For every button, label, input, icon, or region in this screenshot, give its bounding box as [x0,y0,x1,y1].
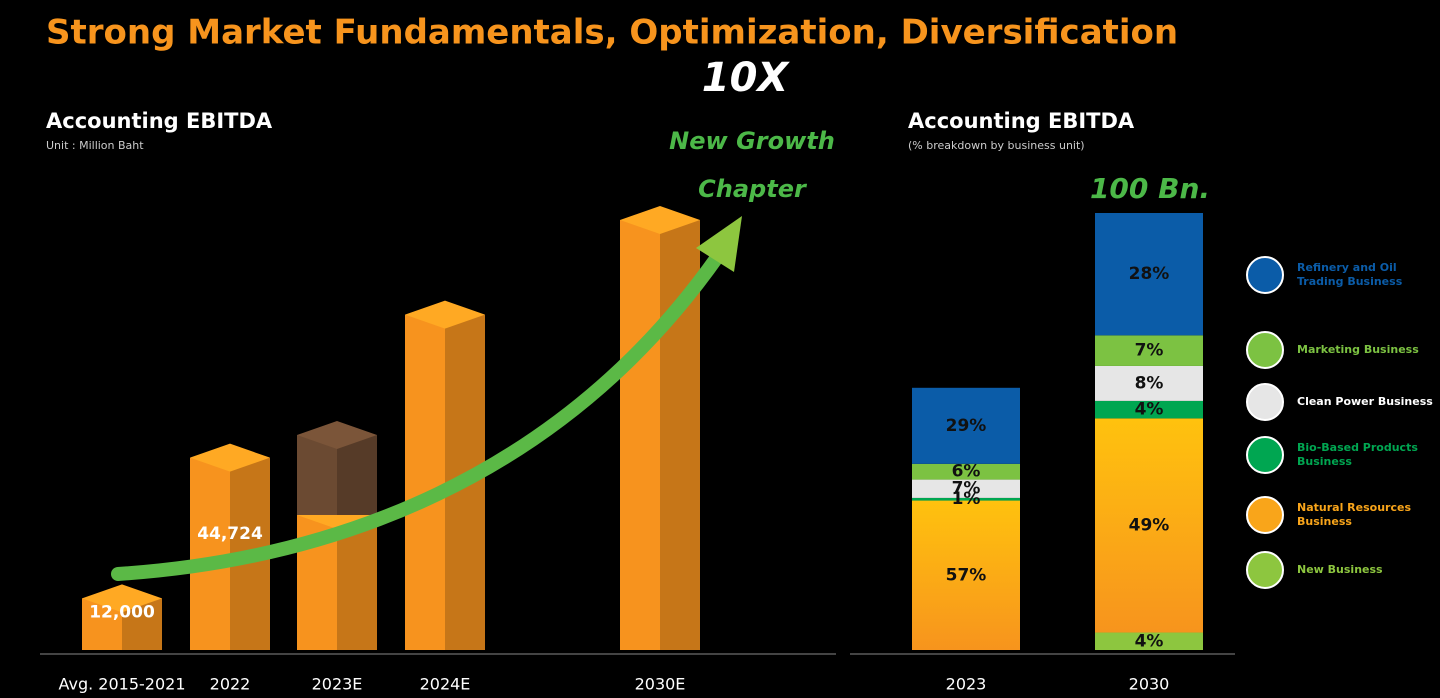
x-tick-label: 2023E [312,675,363,694]
segment [1095,335,1203,366]
bar [620,220,660,650]
annotation: 10X [702,55,791,101]
legend-icon [1246,436,1284,474]
legend-icon [1246,331,1284,369]
legend-label: Bio-Based Products Business [1297,441,1418,468]
bar-top [190,443,270,472]
value-label: 7% [952,479,981,499]
value-label: 44,724 [197,524,263,544]
value-label: 49% [1129,515,1170,535]
bar [190,457,230,650]
value-label: 29% [946,416,987,436]
value-label: 4% [1135,400,1164,420]
x-tick-label: 2022 [210,675,251,694]
legend-label: Refinery and Oil Trading Business [1297,261,1403,288]
left-title: Accounting EBITDA [46,109,273,133]
labels: Avg. 2015-2021 12,000 2022 44,724 2023E 2024E… [58,256,1433,694]
annotation: Chapter [698,175,808,203]
value-label: 8% [1135,373,1164,393]
legend-label: Clean Power Business [1297,395,1433,408]
value-label: 12,000 [89,602,155,622]
bar-top [405,300,485,329]
bar [297,435,337,515]
value-label: 4% [1135,631,1164,651]
segment [912,463,1020,480]
annotation: 100 Bn. [1090,172,1210,205]
segment [1095,418,1203,633]
x-tick-label: Avg. 2015-2021 [58,675,185,694]
segment [1095,365,1203,401]
right-subtitle: (% breakdown by business unit) [908,139,1085,152]
growth-arrow [111,249,725,581]
segment [1095,213,1203,336]
segment [912,479,1020,498]
legend-icon [1246,383,1284,421]
legend-label: Marketing Business [1297,343,1419,356]
legend-icon [1246,496,1284,534]
segment [912,497,1020,501]
arrow-head [696,216,742,272]
value-label: 6% [952,462,981,482]
legend-label: Natural Resources Business [1297,501,1411,528]
bar [405,314,445,650]
bar-side [337,435,377,515]
left-subtitle: Unit : Million Baht [46,139,144,152]
legend-label: New Business [1297,563,1383,576]
value-label: 1% [952,489,981,509]
x-tick-label: 2030E [635,675,686,694]
x-tick-label: 2030 [1129,675,1170,694]
bar-top [297,421,377,449]
x-tick-label: 2023 [946,675,987,694]
segment [1095,632,1203,650]
value-label: 7% [1135,341,1164,361]
bars [82,206,1203,650]
legend-icon [1246,551,1284,589]
segment [1095,400,1203,419]
bar-top [620,206,700,234]
value-label: 28% [1129,264,1170,284]
legend-icon [1246,256,1284,294]
right-title: Accounting EBITDA [908,109,1135,133]
segment [912,387,1020,464]
x-tick-label: 2024E [420,675,471,694]
slide-title: Strong Market Fundamentals, Optimization… [46,13,1178,53]
segment [912,500,1020,650]
value-label: 57% [946,565,987,585]
bar-top [82,584,162,613]
annotation: New Growth [669,127,835,155]
